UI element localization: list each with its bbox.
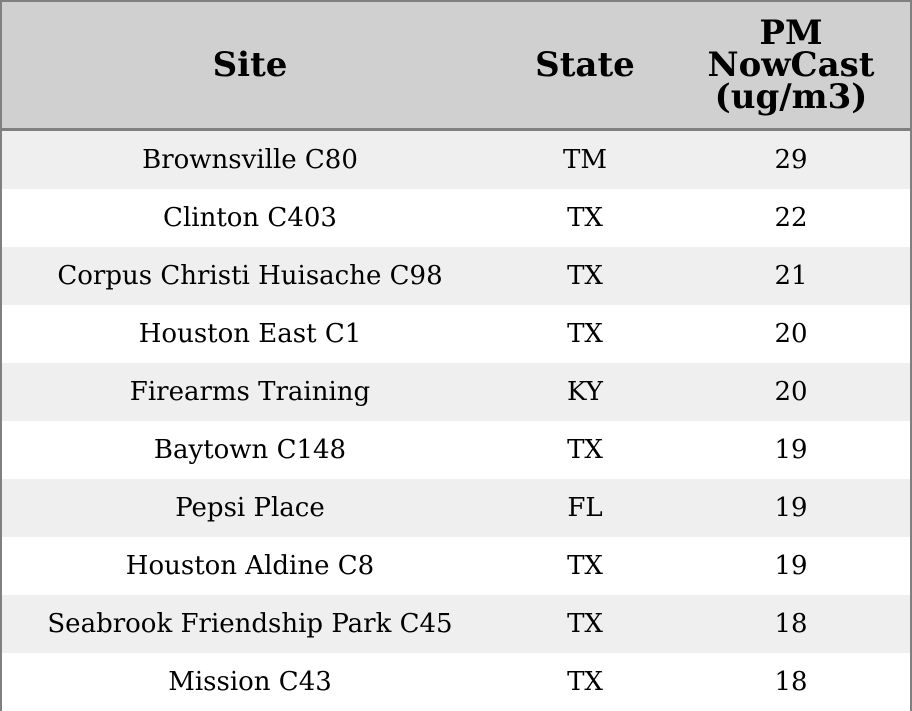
table-row: Pepsi Place FL 19 (2, 479, 910, 537)
cell-pm-nowcast: 21 (672, 247, 910, 305)
cell-state: TX (498, 305, 672, 363)
header-site: Site (2, 2, 498, 131)
header-pm-line-3: (ug/m3) (714, 77, 868, 117)
cell-state: TM (498, 129, 672, 189)
cell-state: TX (498, 247, 672, 305)
cell-state: TX (498, 595, 672, 653)
table-row: Houston East C1 TX 20 (2, 305, 910, 363)
table-row: Mission C43 TX 18 (2, 653, 910, 711)
cell-state: FL (498, 479, 672, 537)
table-row: Clinton C403 TX 22 (2, 189, 910, 247)
cell-site: Mission C43 (2, 653, 498, 711)
header-pm-line-2: NowCast (707, 45, 875, 85)
cell-pm-nowcast: 19 (672, 421, 910, 479)
header-site-line: Site (212, 45, 288, 85)
cell-pm-nowcast: 20 (672, 305, 910, 363)
cell-pm-nowcast: 18 (672, 653, 910, 711)
cell-pm-nowcast: 19 (672, 479, 910, 537)
cell-site: Houston Aldine C8 (2, 537, 498, 595)
cell-state: TX (498, 653, 672, 711)
header-state: State (498, 2, 672, 131)
cell-site: Seabrook Friendship Park C45 (2, 595, 498, 653)
table-row: Corpus Christi Huisache C98 TX 21 (2, 247, 910, 305)
cell-site: Corpus Christi Huisache C98 (2, 247, 498, 305)
cell-site: Baytown C148 (2, 421, 498, 479)
cell-pm-nowcast: 29 (672, 129, 910, 189)
cell-state: KY (498, 363, 672, 421)
cell-pm-nowcast: 22 (672, 189, 910, 247)
table-header: Site State PM NowCast (ug/m3) (2, 2, 910, 131)
header-pm-line-1: PM (759, 13, 823, 53)
table-row: Houston Aldine C8 TX 19 (2, 537, 910, 595)
header-row: Site State PM NowCast (ug/m3) (2, 2, 910, 131)
cell-pm-nowcast: 20 (672, 363, 910, 421)
cell-pm-nowcast: 19 (672, 537, 910, 595)
cell-site: Houston East C1 (2, 305, 498, 363)
cell-site: Brownsville C80 (2, 129, 498, 189)
cell-site: Firearms Training (2, 363, 498, 421)
cell-state: TX (498, 537, 672, 595)
cell-state: TX (498, 189, 672, 247)
cell-state: TX (498, 421, 672, 479)
header-state-line: State (535, 45, 635, 85)
table-row: Seabrook Friendship Park C45 TX 18 (2, 595, 910, 653)
cell-site: Pepsi Place (2, 479, 498, 537)
header-pm-nowcast: PM NowCast (ug/m3) (672, 2, 910, 131)
table-row: Baytown C148 TX 19 (2, 421, 910, 479)
cell-pm-nowcast: 18 (672, 595, 910, 653)
cell-site: Clinton C403 (2, 189, 498, 247)
table-row: Firearms Training KY 20 (2, 363, 910, 421)
table-row: Brownsville C80 TM 29 (2, 129, 910, 189)
table-body: Brownsville C80 TM 29 Clinton C403 TX 22 Corpu… (2, 129, 910, 711)
